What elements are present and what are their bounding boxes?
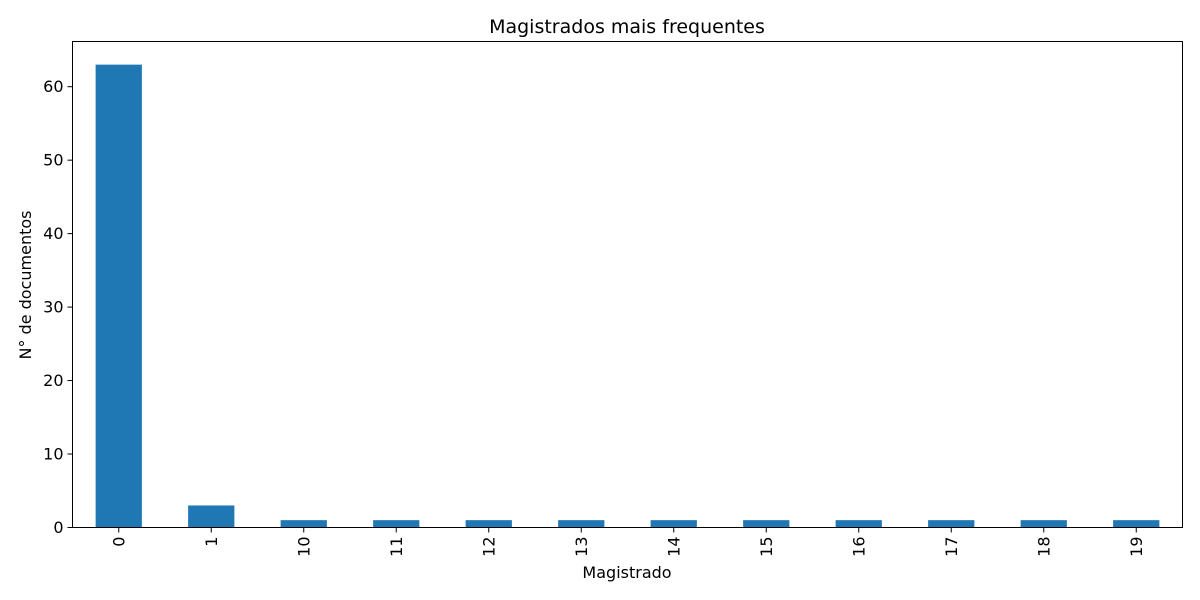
y-tick-label: 30 (43, 298, 63, 317)
bar-16 (835, 520, 882, 528)
bar-0 (95, 64, 142, 528)
y-axis-ticks: 0 10 20 30 40 50 60 (43, 77, 73, 537)
x-tick-label: 16 (849, 537, 868, 557)
x-tick-label: 12 (479, 537, 498, 557)
bar-10 (280, 520, 327, 528)
bars-group (95, 64, 1160, 528)
bar-17 (928, 520, 975, 528)
bar-15 (743, 520, 790, 528)
y-axis-label: N° de documentos (16, 211, 35, 360)
bar-12 (465, 520, 512, 528)
bar-19 (1113, 520, 1160, 528)
x-tick-label: 15 (757, 537, 776, 557)
plot-frame (72, 41, 1183, 528)
x-tick-label: 17 (942, 537, 961, 557)
bar-14 (650, 520, 697, 528)
x-tick-label: 18 (1034, 537, 1053, 557)
x-tick-label: 0 (109, 537, 128, 547)
x-axis-ticks: 0 1 10 11 12 13 14 15 16 17 18 19 (109, 527, 1146, 557)
bar-1 (188, 505, 235, 528)
x-tick-label: 14 (664, 537, 683, 557)
x-tick-label: 13 (572, 537, 591, 557)
bar-11 (373, 520, 420, 528)
bar-13 (558, 520, 605, 528)
y-tick-label: 10 (43, 445, 63, 464)
y-tick-label: 40 (43, 224, 63, 243)
y-tick-label: 0 (53, 518, 63, 537)
chart-title: Magistrados mais frequentes (489, 16, 765, 38)
y-tick-label: 60 (43, 77, 63, 96)
x-axis-label: Magistrado (582, 563, 671, 582)
x-tick-label: 1 (202, 537, 221, 547)
bar-18 (1020, 520, 1067, 528)
x-tick-label: 11 (387, 537, 406, 557)
x-tick-label: 19 (1127, 537, 1146, 557)
x-tick-label: 10 (294, 537, 313, 557)
y-tick-label: 20 (43, 371, 63, 390)
y-tick-label: 50 (43, 151, 63, 170)
